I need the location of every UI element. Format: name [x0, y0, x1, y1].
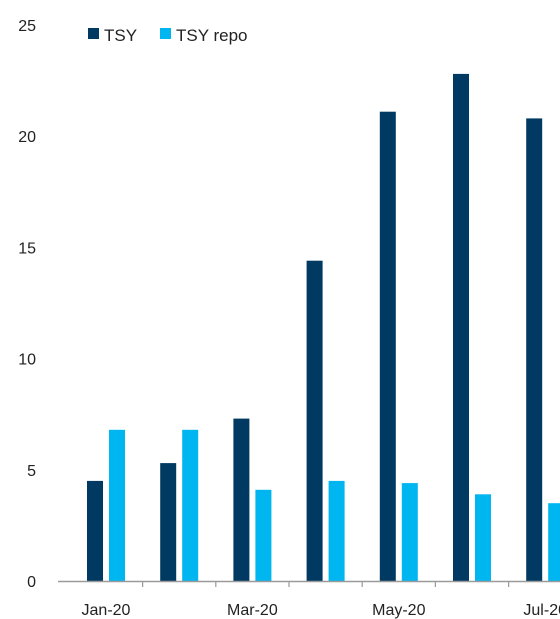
bar-tsy-repo-may-20	[401, 483, 418, 581]
bar-tsy-mar-20	[233, 418, 250, 581]
bar-tsy-repo-feb-20	[182, 429, 199, 581]
x-tick-label-jan-20: Jan-20	[82, 602, 131, 619]
y-tick-label-0: 0	[27, 574, 36, 591]
bar-tsy-repo-mar-20	[255, 489, 272, 581]
y-tick-label-15: 15	[18, 240, 36, 257]
y-tick-label-10: 10	[18, 352, 36, 369]
y-tick-label-25: 25	[18, 18, 36, 35]
x-axis-ticks: Jan-20 Mar-20 May-20 Jul-20	[82, 581, 560, 619]
bar-tsy-repo-apr-20	[328, 480, 345, 581]
y-tick-label-20: 20	[18, 129, 36, 146]
bar-tsy-jan-20	[87, 480, 103, 581]
bars-group	[87, 73, 560, 582]
legend-swatch-tsy	[88, 28, 99, 39]
legend: TSY TSY repo	[88, 26, 248, 45]
y-tick-label-5: 5	[27, 463, 36, 480]
bar-tsy-repo-jun-20	[475, 494, 491, 581]
x-tick-label-mar-20: Mar-20	[227, 602, 278, 619]
legend-swatch-tsy-repo	[160, 28, 171, 39]
bar-tsy-repo-jul-20	[548, 503, 560, 581]
bar-tsy-may-20	[379, 111, 396, 581]
legend-label-tsy-repo: TSY repo	[176, 26, 248, 45]
y-axis-ticks: 0 5 10 15 20 25	[18, 18, 36, 591]
bar-tsy-repo-jan-20	[109, 429, 125, 581]
bar-tsy-jun-20	[453, 73, 469, 582]
bar-tsy-feb-20	[160, 463, 177, 581]
bar-tsy-apr-20	[306, 260, 323, 581]
x-tick-label-jul-20: Jul-20	[523, 602, 560, 619]
legend-label-tsy: TSY	[104, 26, 137, 45]
bar-tsy-jul-20	[526, 118, 543, 582]
x-tick-label-may-20: May-20	[372, 602, 425, 619]
